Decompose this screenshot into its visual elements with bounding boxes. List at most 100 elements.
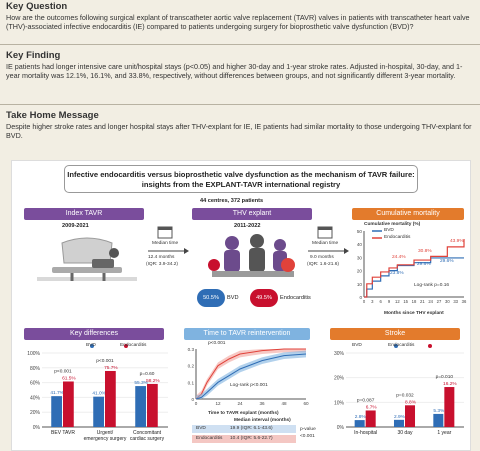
p-value: p<0.001 <box>54 368 72 374</box>
kd-legend-ie: Endocarditis <box>120 343 147 348</box>
y-tick-label: 0 <box>191 397 194 402</box>
bar-bvd <box>354 420 365 427</box>
bar-endocarditis <box>444 387 455 427</box>
legend-swatch-ie <box>124 344 128 348</box>
cm-xlabel: Months since THV explant <box>384 311 444 316</box>
key-finding-heading: Key Finding <box>6 50 61 61</box>
legend-swatch-ie <box>428 344 432 348</box>
key-question-heading: Key Question <box>6 1 68 12</box>
key-question-text: How are the outcomes following surgical … <box>6 13 470 31</box>
y-tick-label: 10% <box>334 400 345 406</box>
reint-row-label: BVD <box>196 426 206 431</box>
arrow-right-icon <box>148 248 189 254</box>
x-tick-label: 12 <box>395 299 400 304</box>
y-tick-label: 20% <box>30 410 41 416</box>
abstract-title: Infective endocarditis versus bioprosthe… <box>64 165 418 193</box>
bar-endocarditis <box>63 381 74 427</box>
reint-pvalue: <0.001 <box>300 434 315 439</box>
bar-bvd <box>51 396 62 427</box>
category-label: In-hospital <box>354 430 377 436</box>
x-tick-label: 0 <box>195 401 198 406</box>
y-tick-label: 40 <box>357 242 363 247</box>
reint-xlabel: Time to TAVR explant (months) <box>208 411 279 416</box>
series-line-endocarditis <box>195 348 306 400</box>
legend-swatch-bvd <box>394 344 398 348</box>
p-value: p=0.032 <box>396 392 414 398</box>
x-tick-label: 24 <box>237 401 243 406</box>
category-label: Urgent/ <box>97 430 114 436</box>
y-tick-label: 0.1 <box>188 380 195 385</box>
reint-row-value: 19.9 (IQR: 6.1-43.6) <box>230 426 273 431</box>
reint-row-label: Endocarditis <box>196 436 223 441</box>
cumulative-mortality-ribbon: Cumulative mortality <box>352 208 464 220</box>
reint-pvalue-label: p-value <box>300 427 316 432</box>
interval2-value: 9.0 months <box>310 255 334 260</box>
bar-endocarditis <box>405 405 416 427</box>
category-label: Concomitant <box>133 430 162 436</box>
calendar-icon <box>157 226 173 239</box>
interval1-iqr: (IQR: 3.9-34.2) <box>146 262 178 267</box>
key-finding-text: IE patients had longer intensive care un… <box>6 62 463 80</box>
centres-count: 44 centres, 372 patients <box>200 198 264 204</box>
key-differences-ribbon: Key differences <box>24 328 164 340</box>
thv-explant-years: 2011-2022 <box>234 223 261 229</box>
cm-annot: 29.6% <box>440 259 454 264</box>
data-label: 6.7% <box>366 404 378 410</box>
bar-endocarditis <box>147 383 158 427</box>
category-label: BEV TAVR <box>51 430 75 436</box>
stroke-chart: 0% 10% 20% 30% 2.8% 6.7%p=0.087 In-hospital 2.9… <box>334 344 464 436</box>
cm-legend-bvd: BVD <box>384 228 394 233</box>
p-value: p=0.60 <box>140 371 155 377</box>
surgery-illustration <box>208 234 295 277</box>
x-tick-label: 48 <box>281 401 287 406</box>
cm-legend-ie: Endocarditis <box>384 235 411 240</box>
x-tick-label: 12 <box>215 401 221 406</box>
data-label: 41.0% <box>92 391 106 397</box>
category-label: 1 year <box>437 430 451 436</box>
data-label: 55.3% <box>134 380 148 386</box>
x-tick-label: 24 <box>428 299 433 304</box>
confidence-band-bvd <box>196 350 306 399</box>
bar-bvd <box>93 396 104 427</box>
y-tick-label: 50 <box>357 229 363 234</box>
bar-bvd <box>393 419 404 427</box>
reint-pval-top: p<0.001 <box>208 341 226 346</box>
x-tick-label: 21 <box>420 299 425 304</box>
bar-endocarditis <box>365 410 376 427</box>
reint-row-bvd: BVD 19.9 (IQR: 6.1-43.6) <box>192 425 296 433</box>
cm-legend-swatches <box>372 230 382 239</box>
reint-row-value: 10.4 (IQR: 5.6-22.7) <box>230 436 273 441</box>
legend-swatch-bvd <box>90 344 94 348</box>
y-tick-label: 10 <box>357 282 363 287</box>
category-label: 30 day <box>397 430 413 436</box>
kd-legend-bvd: BVD <box>86 343 96 348</box>
cm-annot: 24.4% <box>392 255 406 260</box>
ie-share-pill: 49.5% <box>250 289 278 307</box>
interval1-value: 12.4 months <box>148 255 175 260</box>
p-value: p<0.001 <box>96 358 114 364</box>
abstract-title-line2: insights from the EXPLANT-TAVR internati… <box>141 180 341 189</box>
confidence-band-endocarditis <box>196 349 306 399</box>
y-tick-label: 0.3 <box>188 347 195 352</box>
x-tick-label: 36 <box>462 299 467 304</box>
reintervention-chart: 0 0.1 0.2 0.3 0 12 24 36 48 60 <box>188 347 309 406</box>
x-tick-label: 9 <box>388 299 391 304</box>
data-label: 61.5% <box>62 375 76 381</box>
reint-logrank: Log-rank p<0.001 <box>230 383 268 388</box>
interval2-label: Median time <box>312 241 339 246</box>
cm-ylabel: Cumulative mortality (%) <box>364 222 421 227</box>
index-tavr-ribbon: Index TAVR <box>24 208 144 220</box>
reintervention-ribbon: Time to TAVR reintervention <box>184 328 310 340</box>
x-tick-label: 33 <box>453 299 458 304</box>
y-tick-label: 20 <box>357 269 363 274</box>
bar-bvd <box>433 413 444 427</box>
bar-bvd <box>135 386 146 427</box>
abstract-title-line1: Infective endocarditis versus bioprosthe… <box>67 170 415 179</box>
x-tick-label: 3 <box>371 299 374 304</box>
p-value: p=0.087 <box>357 397 375 403</box>
x-tick-label: 6 <box>379 299 382 304</box>
category-label: cardiac surgery <box>130 436 165 442</box>
st-legend-ie: Endocarditis <box>388 343 415 348</box>
data-label: 41.7% <box>50 390 64 396</box>
